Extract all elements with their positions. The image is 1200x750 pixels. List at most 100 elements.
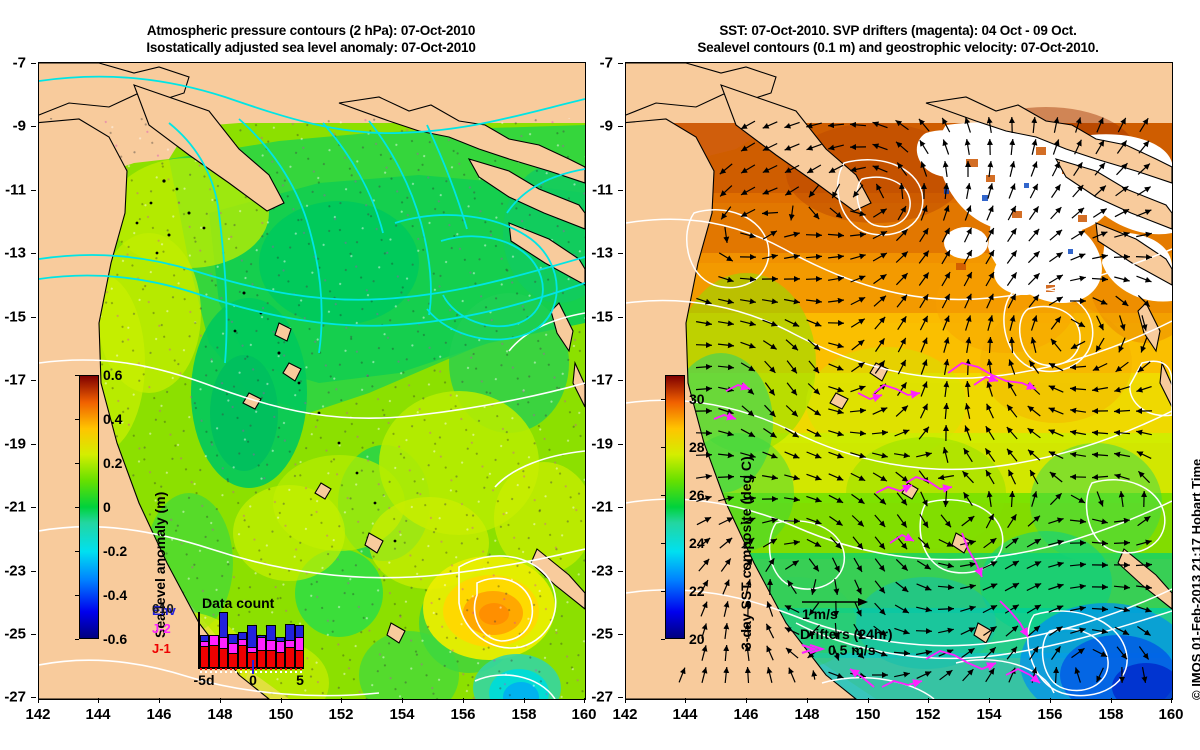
x-tick-label: 148	[794, 706, 820, 723]
velocity-arrow	[851, 515, 865, 527]
velocity-arrow	[723, 623, 730, 639]
x-tick-label: 150	[855, 706, 881, 723]
velocity-arrow	[874, 316, 886, 330]
velocity-arrow	[1070, 407, 1086, 414]
data-count-bar[interactable]	[228, 612, 238, 667]
data-count-bar[interactable]	[294, 612, 304, 667]
right-map-panel[interactable]	[625, 62, 1173, 700]
data-count-bar[interactable]	[266, 612, 276, 667]
cb-tick	[661, 543, 665, 544]
velocity-arrow	[810, 579, 817, 595]
y-tick	[31, 380, 36, 381]
velocity-arrow	[983, 626, 997, 636]
velocity-arrow	[942, 447, 949, 463]
data-count-bar[interactable]	[200, 612, 210, 667]
pressure-contours	[39, 75, 585, 364]
velocity-arrow	[829, 516, 843, 526]
velocity-arrow	[784, 231, 800, 238]
drifter-scale-label: 0.5 m/s	[828, 642, 876, 658]
velocity-arrow	[806, 143, 822, 151]
left-map-panel[interactable]	[38, 62, 586, 700]
velocity-arrow	[1136, 209, 1152, 217]
data-count-bar[interactable]	[256, 612, 267, 667]
y-tick	[31, 126, 36, 127]
data-count-bar[interactable]	[218, 612, 229, 667]
data-count-xtick-end: 5	[296, 672, 304, 688]
velocity-arrow	[982, 583, 998, 591]
velocity-arrow	[765, 557, 775, 573]
data-count-segment-env	[237, 631, 248, 640]
velocity-arrow	[964, 139, 971, 155]
velocity-arrow	[696, 473, 712, 480]
data-count-segment-j-2	[200, 640, 210, 647]
velocity-arrow	[1070, 583, 1086, 590]
velocity-arrow	[854, 601, 862, 617]
velocity-arrow	[982, 560, 998, 570]
velocity-arrow	[1075, 117, 1082, 133]
velocity-arrow	[1116, 646, 1128, 660]
x-tick-label: 152	[915, 706, 941, 723]
velocity-arrow	[740, 208, 756, 218]
velocity-arrow	[806, 473, 822, 481]
velocity-arrow	[1115, 185, 1129, 197]
velocity-arrow	[1114, 276, 1130, 283]
x-tick-label: 160	[571, 706, 597, 723]
velocity-arrow	[1007, 205, 1017, 221]
velocity-arrow	[960, 627, 976, 635]
data-count-segment-env	[228, 633, 238, 643]
velocity-arrow	[763, 428, 777, 438]
velocity-arrow	[1137, 361, 1151, 373]
velocity-arrow	[850, 385, 866, 393]
velocity-arrow	[1006, 250, 1018, 264]
x-tick	[928, 698, 929, 703]
data-count-bar[interactable]	[275, 612, 286, 667]
velocity-arrow	[1113, 253, 1131, 260]
velocity-arrow	[766, 667, 773, 683]
data-count-bar[interactable]	[237, 612, 248, 667]
x-tick	[220, 698, 221, 703]
velocity-arrow	[986, 359, 993, 375]
velocity-arrow	[762, 538, 778, 548]
velocity-arrow	[959, 561, 977, 568]
velocity-arrow	[785, 405, 799, 417]
velocity-arrow	[896, 514, 908, 528]
velocity-arrow	[806, 122, 822, 129]
velocity-arrow	[962, 470, 974, 484]
cb-tick	[661, 447, 665, 448]
velocity-arrow	[762, 230, 778, 240]
velocity-arrow	[1096, 315, 1104, 331]
velocity-arrow	[941, 271, 951, 287]
data-count-bar[interactable]	[209, 612, 219, 667]
data-count-bar[interactable]	[285, 612, 295, 667]
velocity-arrow	[1137, 626, 1151, 636]
velocity-arrow	[1073, 161, 1083, 177]
y-tick-label: -23	[591, 562, 613, 580]
sst-colorbar-bar[interactable]	[665, 375, 685, 639]
velocity-arrow	[915, 649, 933, 656]
sst-colorbar-title: 3-day SST composite (deg C)	[738, 456, 754, 650]
y-tick-label: -11	[592, 181, 613, 199]
data-count-bar[interactable]	[247, 612, 257, 667]
velocity-arrow	[785, 339, 799, 351]
velocity-arrow	[784, 319, 800, 327]
velocity-arrow	[987, 336, 994, 354]
velocity-arrow	[695, 363, 713, 370]
velocity-arrow	[965, 358, 972, 376]
sla-colorbar-bar[interactable]	[79, 375, 99, 639]
velocity-arrow	[718, 320, 734, 327]
velocity-arrow	[806, 451, 822, 459]
x-tick	[402, 698, 403, 703]
velocity-arrow	[1091, 276, 1109, 283]
velocity-arrow	[784, 451, 800, 459]
velocity-arrow	[850, 452, 866, 459]
velocity-arrow	[919, 315, 929, 331]
velocity-arrow	[1094, 162, 1106, 176]
velocity-arrow	[1028, 294, 1040, 308]
velocity-arrow	[850, 253, 866, 260]
velocity-arrow	[808, 624, 820, 638]
cb-tick-label: 0.2	[103, 455, 123, 471]
cb-tick-label: -0.2	[103, 543, 128, 559]
velocity-arrow	[1070, 605, 1086, 612]
velocity-arrow	[941, 117, 951, 133]
data-count-bars[interactable]	[200, 612, 304, 667]
